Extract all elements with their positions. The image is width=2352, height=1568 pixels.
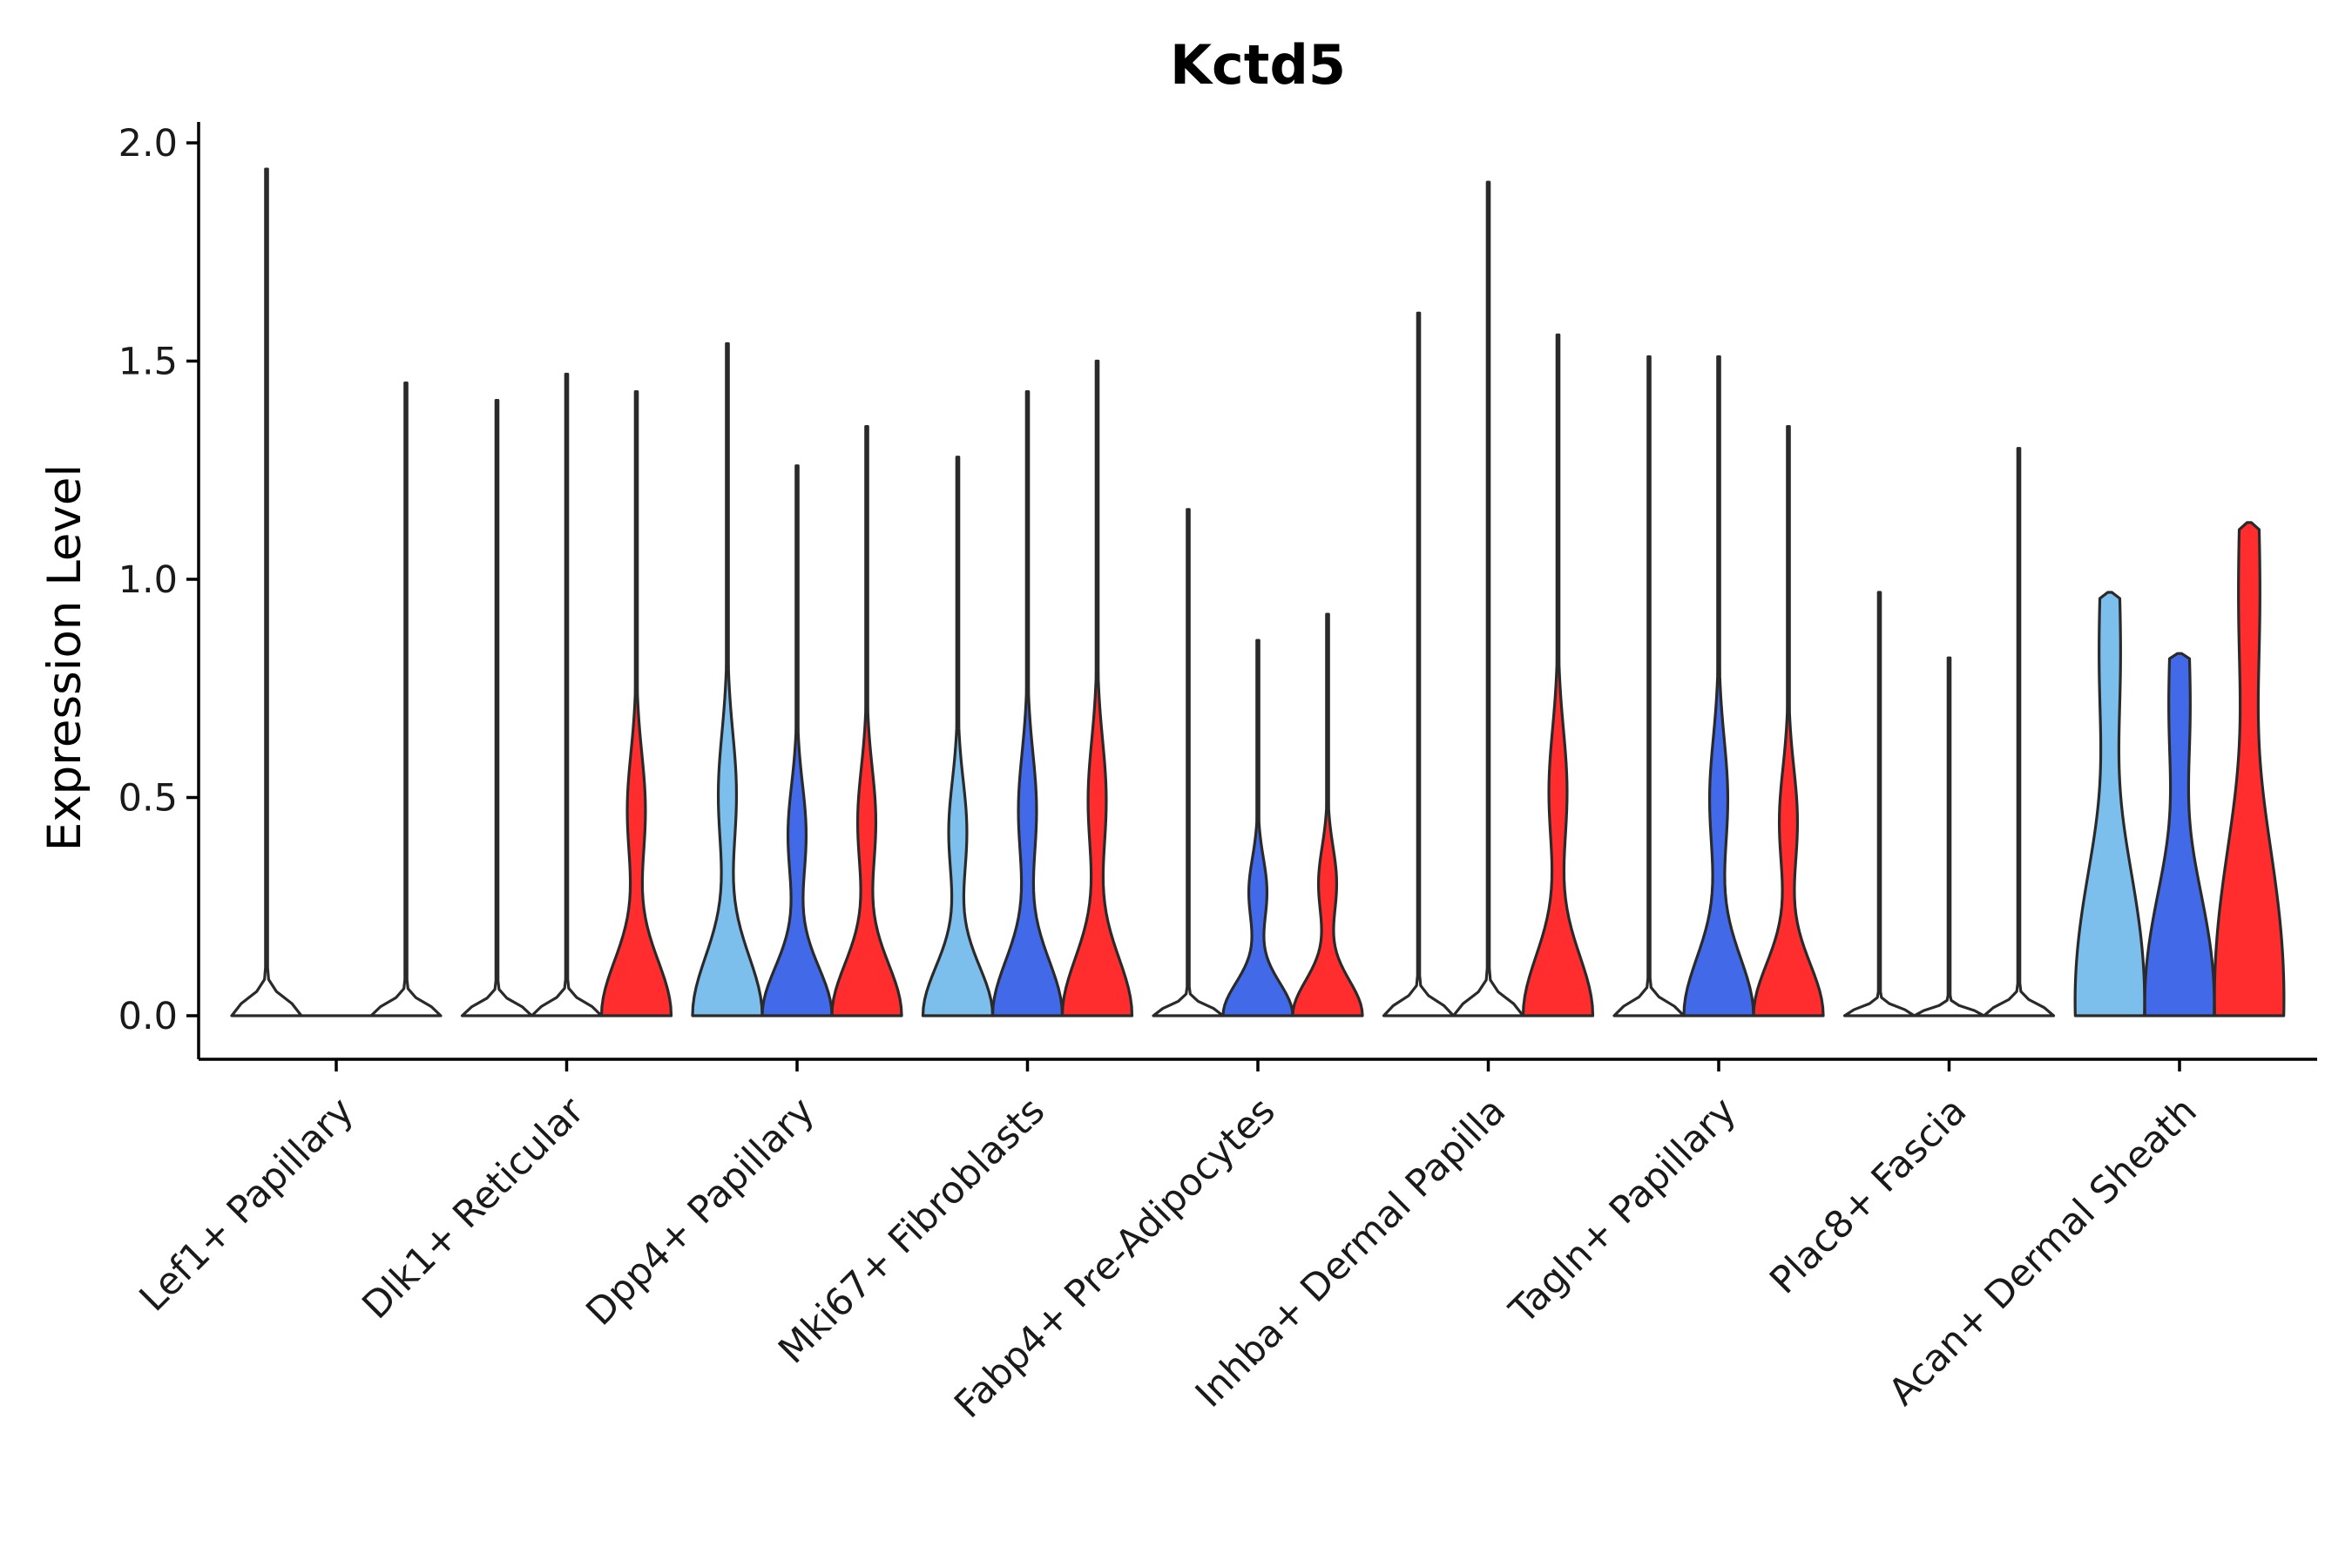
x-tick-label: Mki67+ Fibroblasts [770, 1089, 1053, 1372]
violin [691, 341, 764, 1017]
violin [530, 372, 604, 1017]
x-tick-label: Plac8+ Fascia [1761, 1089, 1975, 1302]
x-tick-label: Lef1+ Papillary [132, 1089, 362, 1320]
x-tick-label: Dlk1+ Reticular [355, 1089, 593, 1328]
violin [1682, 355, 1755, 1017]
violin [760, 464, 834, 1017]
y-tick-label: 1.0 [118, 558, 178, 602]
violin [1612, 355, 1686, 1017]
violin [990, 389, 1064, 1017]
violin [2143, 652, 2216, 1017]
violin [2213, 521, 2286, 1017]
violin [1521, 333, 1595, 1017]
violin [1221, 639, 1294, 1017]
y-axis-label: Expression Level [38, 464, 91, 851]
violin [1382, 311, 1456, 1017]
violin [1912, 656, 1986, 1017]
violin [2073, 591, 2146, 1017]
chart-title: Kctd5 [1170, 33, 1346, 97]
x-tick-label: Dpp4+ Papillary [578, 1089, 823, 1334]
violin [1752, 425, 1825, 1017]
violin [921, 456, 995, 1017]
y-tick-label: 0.5 [118, 777, 178, 821]
violin [460, 398, 534, 1017]
y-ticks-layer: 0.0 0.5 1.0 1.5 2.0 [118, 122, 199, 1038]
violin [1982, 447, 2056, 1017]
violin [369, 381, 443, 1017]
y-tick-label: 2.0 [118, 122, 178, 166]
violin [1291, 612, 1364, 1017]
y-tick-label: 1.5 [118, 341, 178, 384]
violin [230, 167, 303, 1017]
x-tick-label: Tagln+ Papillary [1501, 1089, 1745, 1333]
violin [1152, 508, 1225, 1017]
violin [830, 425, 903, 1017]
y-tick-label: 0.0 [118, 995, 178, 1038]
violins-layer [230, 167, 2286, 1017]
violin [1842, 591, 1916, 1017]
violin [599, 389, 673, 1017]
violin [1451, 180, 1525, 1017]
violin [1060, 359, 1134, 1017]
